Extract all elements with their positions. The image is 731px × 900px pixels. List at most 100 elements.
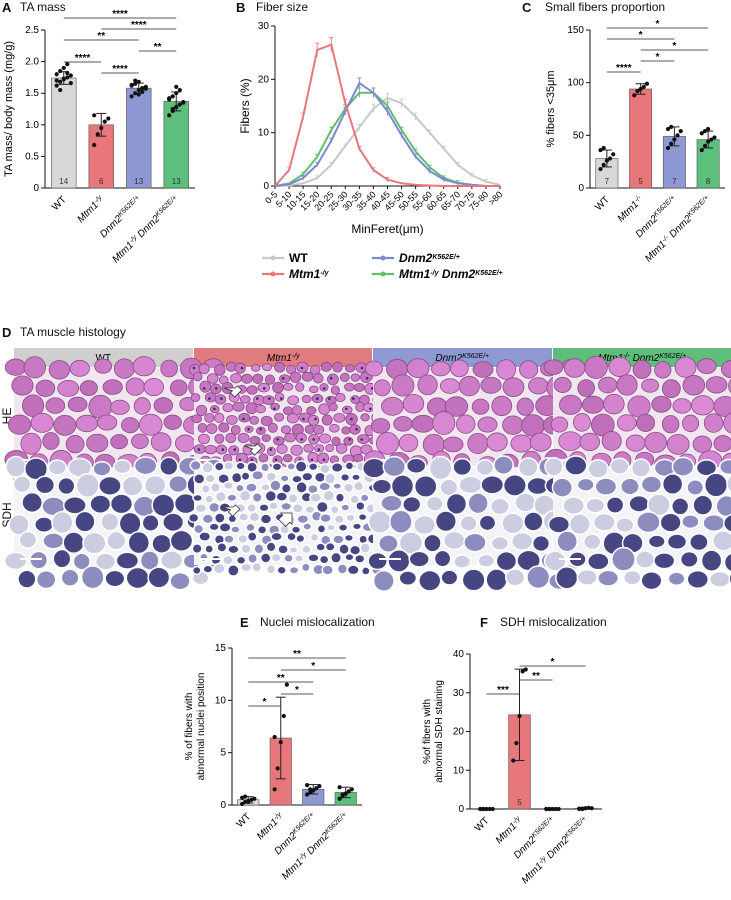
- data-point: [177, 102, 182, 107]
- panel-f-letter: F: [480, 615, 488, 630]
- significance-label: ****: [131, 20, 147, 31]
- data-point: [136, 79, 141, 84]
- data-point: [106, 116, 111, 121]
- y-tick-label: 0: [220, 800, 226, 811]
- data-point: [243, 794, 248, 799]
- significance-label: *: [295, 685, 299, 696]
- chart-a: 0 0.5 1.0 1.5 2.0 2.5 TA mass/ body mass (mg/g…: [3, 9, 195, 265]
- data-point: [314, 786, 319, 791]
- data-point: [517, 713, 522, 719]
- data-point: [65, 70, 70, 76]
- data-point: [167, 96, 172, 101]
- histology-column-label: Mtm1-/y: [266, 353, 299, 365]
- data-point: [272, 787, 277, 792]
- data-point: [278, 740, 283, 745]
- x-tick-label: >80: [487, 189, 505, 207]
- data-point: [305, 783, 310, 788]
- significance-label: *: [551, 657, 555, 668]
- data-point: [547, 806, 552, 812]
- x-tick-label: WT: [473, 815, 492, 834]
- significance-label: ****: [112, 64, 128, 75]
- data-point: [174, 84, 179, 89]
- y-tick-label: 0: [578, 183, 584, 194]
- data-point: [54, 78, 59, 83]
- data-point: [305, 792, 310, 797]
- x-tick-label: Mtm1-/-: [615, 194, 646, 225]
- data-point: [58, 68, 63, 74]
- panel-d-title: TA muscle histology: [20, 325, 126, 339]
- y-axis-label: TA mass/ body mass (mg/g): [3, 41, 15, 177]
- legend-marker: [270, 255, 276, 261]
- y-tick-label: 2.5: [25, 25, 39, 36]
- data-point: [577, 806, 582, 811]
- y-tick-label: 2.0: [25, 57, 39, 68]
- data-point: [136, 87, 141, 93]
- histology-column-label: Mtm1-/- Dnm2K562E/+: [598, 353, 686, 365]
- data-point: [586, 805, 591, 810]
- data-point: [487, 806, 492, 812]
- series-line-1: [274, 43, 500, 187]
- histology-image-he: [543, 355, 731, 492]
- histology-column-label: WT: [95, 353, 111, 364]
- chart-e: 0 5 10 15 % of fibers with abnormal nuclei po…: [184, 643, 362, 882]
- n-label: 7: [672, 177, 677, 186]
- y-tick-label: 20: [453, 727, 465, 738]
- data-point: [65, 75, 70, 80]
- data-point: [672, 137, 677, 142]
- y-axis-label: abnormal nuclei position: [196, 673, 207, 781]
- data-point: [580, 806, 585, 812]
- data-point: [167, 113, 172, 118]
- significance-label: *: [656, 52, 660, 63]
- data-point: [58, 79, 63, 84]
- y-axis-label: % of fibers with: [184, 693, 195, 761]
- histology-image-sdh: [543, 455, 731, 591]
- data-point: [143, 86, 148, 91]
- data-point: [641, 84, 646, 89]
- significance-label: ****: [75, 53, 91, 64]
- y-tick-label: 15: [215, 643, 227, 654]
- data-point: [246, 799, 251, 804]
- y-tick-label: 1.0: [25, 120, 39, 131]
- data-point: [308, 790, 313, 795]
- y-tick-label: 150: [567, 25, 584, 36]
- significance-label: ****: [112, 9, 128, 20]
- data-point: [129, 94, 134, 99]
- data-point: [601, 162, 606, 167]
- histology-image-he: [4, 356, 225, 491]
- data-point: [129, 82, 134, 88]
- y-axis-label: %of fibers with: [422, 699, 433, 764]
- data-point: [170, 94, 175, 99]
- data-point: [589, 806, 594, 811]
- legend-marker: [270, 271, 276, 277]
- data-point: [675, 133, 680, 138]
- y-axis-label: abnormal SDH staining: [434, 680, 445, 783]
- data-point: [665, 145, 671, 151]
- panel-e-title: Nuclei mislocalization: [260, 615, 375, 629]
- y-tick-label: 0.5: [25, 151, 39, 162]
- data-point: [65, 62, 70, 67]
- data-point: [54, 72, 59, 77]
- n-label: 13: [172, 177, 181, 186]
- y-tick-label: 1.5: [25, 88, 39, 99]
- x-tick-label: WT: [50, 194, 69, 213]
- x-tick-label: WT: [593, 194, 612, 213]
- data-point: [136, 92, 141, 97]
- significance-label: **: [277, 673, 285, 684]
- legend-label: WT: [289, 251, 308, 265]
- panel-d-letter: D: [2, 325, 12, 340]
- data-point: [275, 766, 280, 771]
- y-tick-label: 30: [258, 21, 270, 32]
- y-tick-label: 100: [567, 78, 584, 89]
- data-point: [481, 806, 486, 812]
- data-point: [133, 78, 138, 83]
- legend-label: Dnm2K562E/+: [399, 251, 460, 265]
- data-point: [133, 81, 138, 86]
- data-point: [61, 76, 66, 81]
- bar-0: [51, 77, 77, 189]
- significance-label: *: [639, 30, 643, 41]
- y-tick-label: 0: [263, 181, 269, 192]
- n-label: 8: [706, 177, 711, 186]
- histology-image-sdh: [187, 459, 391, 577]
